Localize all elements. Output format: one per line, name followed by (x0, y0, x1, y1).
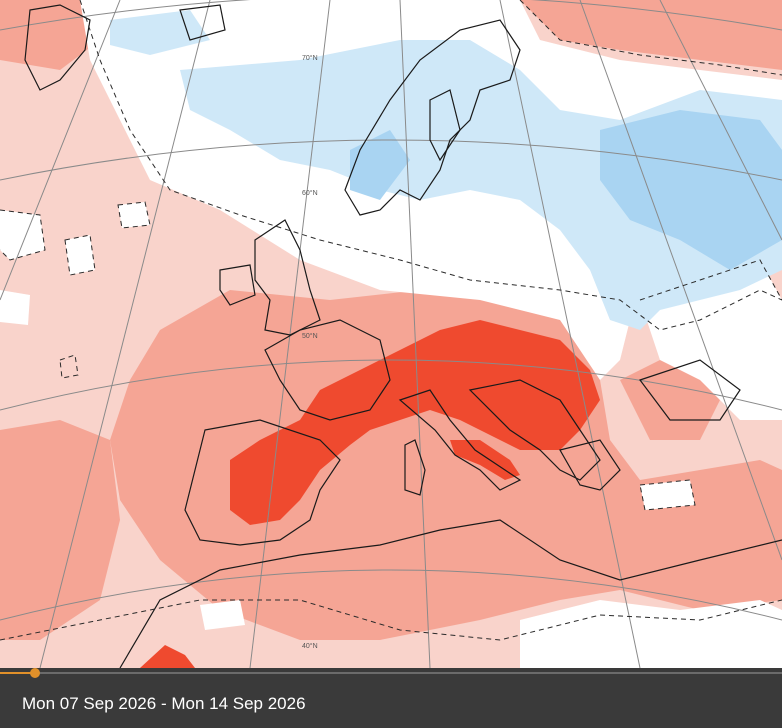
anomaly-medium-warm-south (0, 420, 120, 640)
caption-bar: Mon 07 Sep 2026 - Mon 14 Sep 2026 (0, 678, 782, 728)
anomaly-strong-warm-core (230, 320, 600, 525)
contour-line (0, 599, 782, 641)
zero-anomaly-contours (0, 0, 782, 641)
temperature-anomaly-map: 70°N 60°N 50°N 40°N (0, 0, 782, 668)
meridian-line (579, 0, 782, 561)
graticule (0, 0, 782, 668)
parallel-line (0, 139, 782, 181)
coastline-greenland (24, 4, 91, 91)
coastline-ireland (219, 264, 256, 306)
anomaly-medium-warm-northeast (520, 0, 782, 70)
coastline-scandinavia (344, 19, 521, 216)
meridian-line (249, 0, 331, 668)
anomaly-neutral-patch-6 (200, 600, 245, 630)
anomaly-neutral-south (520, 600, 782, 668)
graticule-label: 70°N (302, 54, 318, 62)
coastline-iberia (184, 419, 341, 546)
coastline-balkans (468, 379, 601, 481)
graticule-label: 50°N (302, 332, 318, 340)
meridian-line (0, 0, 121, 301)
anomaly-cool-light-north (180, 40, 782, 330)
contour-line (117, 201, 151, 229)
coastline-greece (559, 439, 621, 491)
contour-line (519, 0, 782, 76)
coastline-british-isles (254, 219, 321, 336)
timeline-progress (0, 672, 35, 674)
anomaly-neutral-patch-1 (0, 210, 45, 260)
meridian-line (399, 0, 431, 668)
coastlines (24, 4, 782, 668)
parallel-line (0, 0, 782, 31)
anomaly-cool-light-greenland (110, 10, 210, 55)
coastline-iceland (179, 4, 226, 41)
anomaly-neutral-patch-2 (65, 235, 95, 275)
timeline-track[interactable] (0, 672, 782, 674)
anomaly-medium-warm-atlantic (110, 290, 782, 640)
date-range-caption: Mon 07 Sep 2026 - Mon 14 Sep 2026 (22, 694, 306, 713)
graticule-labels: 70°N 60°N 50°N 40°N (302, 54, 318, 650)
graticule-label: 60°N (302, 189, 318, 197)
contour-line (639, 259, 782, 301)
parallel-line (0, 569, 782, 621)
coastline-north-africa (119, 519, 782, 668)
anomaly-strong-warm-south (140, 645, 195, 668)
anomaly-neutral-patch-4 (118, 202, 150, 228)
timeline-scrubber[interactable] (0, 668, 782, 678)
anomaly-neutral-patch-5 (640, 480, 695, 510)
contour-line (0, 209, 46, 261)
meridian-line (659, 0, 782, 241)
contour-line (59, 354, 79, 379)
anomaly-cool-medium-north (350, 130, 410, 200)
coastline-corsica-sardinia (404, 439, 426, 496)
meridian-line (39, 0, 211, 668)
graticule-label: 40°N (302, 642, 318, 650)
coastline-black-sea (639, 359, 741, 421)
contour-line (639, 479, 696, 511)
anomaly-strong-warm-italy (450, 440, 520, 480)
coastline-baltic (429, 89, 461, 162)
coastline-france (264, 319, 391, 421)
meridian-line (499, 0, 641, 668)
coastline-italy (398, 389, 522, 491)
contour-line (79, 0, 782, 331)
timeline-handle[interactable] (30, 668, 40, 678)
anomaly-neutral-patch-3 (0, 290, 30, 325)
